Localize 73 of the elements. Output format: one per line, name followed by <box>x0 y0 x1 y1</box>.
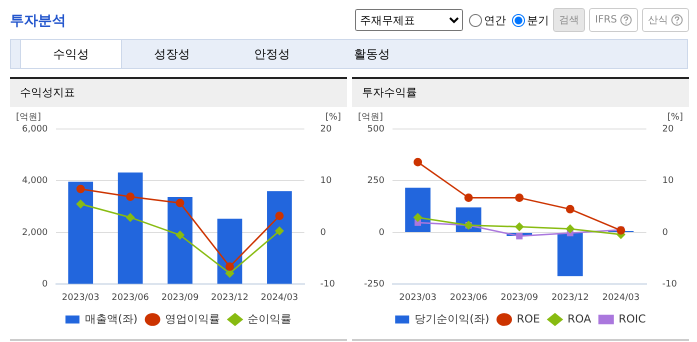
y2-tick-label: 10 <box>320 176 332 186</box>
legend-label: 영업이익률 <box>165 312 220 326</box>
x-tick-label: 2024/03 <box>602 292 640 303</box>
text: 분기 <box>526 12 549 28</box>
point <box>464 194 473 202</box>
legend-label: 당기순이익(좌) <box>414 312 490 326</box>
text: 검색 <box>553 8 585 32</box>
y-tick-label: 4,000 <box>22 176 48 186</box>
point <box>126 213 135 222</box>
point <box>566 204 574 214</box>
y2-tick-label: -10 <box>662 280 678 290</box>
y2-tick-label: 20 <box>662 124 674 134</box>
text: 투자분석 <box>10 12 66 30</box>
y2-axis-title: [%] <box>667 112 683 122</box>
point <box>414 158 422 166</box>
y-axis-title: [억원] <box>16 112 42 122</box>
y2-axis-title: [%] <box>325 112 341 122</box>
text: 주재무제표 <box>355 9 463 31</box>
x-tick-label: 2023/09 <box>500 292 538 303</box>
point <box>275 226 284 236</box>
bar <box>557 232 583 276</box>
bar <box>405 188 431 232</box>
point <box>566 224 574 234</box>
chart-title: 수익성지표 <box>10 79 347 107</box>
bar <box>118 172 143 284</box>
legend-label: 매출액(좌) <box>84 312 138 326</box>
text: IFRS <box>589 8 638 32</box>
point <box>76 184 85 194</box>
y-tick-label: 250 <box>367 176 385 186</box>
legend-label: ROA <box>567 312 592 326</box>
text: 연간 <box>483 12 506 28</box>
y2-tick-label: 20 <box>320 124 332 134</box>
y-tick-label: 500 <box>367 124 385 134</box>
bar <box>267 191 292 284</box>
x-tick-label: 2024/03 <box>260 292 298 303</box>
point <box>516 232 523 240</box>
point <box>176 198 184 208</box>
y-axis-title: [억원] <box>358 112 384 122</box>
point <box>515 194 524 202</box>
y2-tick-label: 10 <box>662 176 674 186</box>
text: 활동성 <box>353 46 391 63</box>
y-tick-label: 6,000 <box>22 124 48 134</box>
x-tick-label: 2023/03 <box>62 292 100 303</box>
x-tick-label: 2023/06 <box>112 292 150 303</box>
legend-label: ROE <box>516 312 540 326</box>
text: 산식 <box>642 8 689 32</box>
x-tick-label: 2023/06 <box>450 292 488 303</box>
x-tick-label: 2023/03 <box>399 292 437 303</box>
y-tick-label: 0 <box>378 228 385 238</box>
point <box>76 200 85 208</box>
point <box>275 212 284 220</box>
text: 안정성 <box>253 46 291 63</box>
x-tick-label: 2023/12 <box>551 292 589 303</box>
legend-label: 순이익률 <box>248 312 292 326</box>
chart-title: 투자수익률 <box>352 79 689 107</box>
y2-tick-label: -10 <box>320 280 336 290</box>
y-tick-label: 0 <box>42 280 48 290</box>
text: 성장성 <box>153 46 191 63</box>
point <box>515 222 524 232</box>
y2-tick-label: 0 <box>320 228 326 238</box>
y2-tick-label: 0 <box>662 228 668 238</box>
point <box>225 262 234 271</box>
legend-label: ROIC <box>618 312 646 326</box>
y-tick-label: -250 <box>364 280 385 290</box>
point <box>126 192 135 202</box>
x-tick-label: 2023/09 <box>161 292 199 303</box>
point <box>176 230 184 240</box>
text: 수익성 <box>20 40 122 68</box>
y-tick-label: 2,000 <box>22 228 48 238</box>
bar <box>68 182 94 284</box>
point <box>414 213 422 222</box>
bar <box>168 197 192 284</box>
x-tick-label: 2023/12 <box>211 292 248 303</box>
